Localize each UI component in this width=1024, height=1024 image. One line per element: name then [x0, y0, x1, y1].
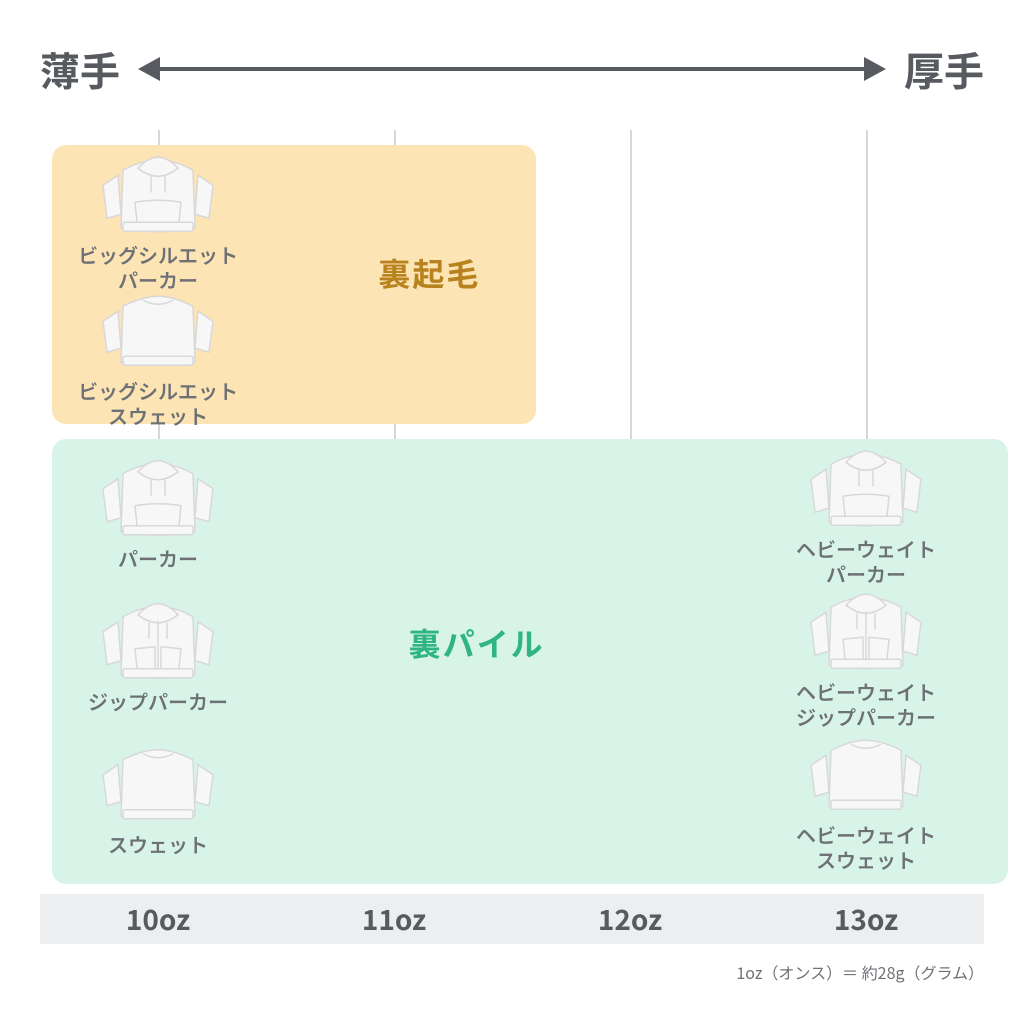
- product-label: ジップパーカー: [58, 689, 258, 714]
- ziphoodie-icon: [93, 587, 223, 687]
- weight-chart: 薄手 厚手 裏起毛裏パイル ビッグシルエット パーカー ビッグシルエット スウェ…: [40, 40, 984, 984]
- hoodie-icon: [93, 444, 223, 544]
- product-item: ヘビーウェイト スウェット: [766, 721, 966, 873]
- x-tick: 12oz: [598, 899, 662, 939]
- product-item: ビッグシルエット スウェット: [58, 276, 258, 428]
- product-label: スウェット: [58, 832, 258, 857]
- plot-area: 裏起毛裏パイル ビッグシルエット パーカー ビッグシルエット スウェット パーカ…: [40, 130, 984, 884]
- footnote: 1oz（オンス）＝ 約28g（グラム）: [736, 960, 984, 984]
- product-label: ビッグシルエット スウェット: [58, 378, 258, 428]
- product-item: パーカー: [58, 444, 258, 571]
- axis-arrow: [138, 67, 886, 71]
- axis-left-label: 薄手: [40, 40, 120, 98]
- arrow-head-left-icon: [138, 57, 160, 81]
- product-item: ビッグシルエット パーカー: [58, 140, 258, 292]
- arrow-head-right-icon: [864, 57, 886, 81]
- product-label: ヘビーウェイト スウェット: [766, 823, 966, 873]
- axis-right-label: 厚手: [904, 40, 984, 98]
- sweat-icon: [93, 730, 223, 830]
- sweat-icon: [93, 276, 223, 376]
- product-label: パーカー: [58, 546, 258, 571]
- x-tick: 11oz: [362, 899, 426, 939]
- product-item: ジップパーカー: [58, 587, 258, 714]
- arrow-line: [158, 67, 866, 71]
- x-tick: 13oz: [834, 899, 898, 939]
- x-tick: 10oz: [126, 899, 190, 939]
- group-label-pile: 裏パイル: [409, 620, 545, 666]
- x-axis: 10oz 11oz 12oz 13oz: [40, 894, 984, 944]
- product-item: ヘビーウェイト パーカー: [766, 434, 966, 586]
- product-item: スウェット: [58, 730, 258, 857]
- sweat-icon: [801, 721, 931, 821]
- ziphoodie-icon: [801, 577, 931, 677]
- product-item: ヘビーウェイト ジップパーカー: [766, 577, 966, 729]
- hoodie-icon: [93, 140, 223, 240]
- axis-header: 薄手 厚手: [40, 40, 984, 98]
- group-label-fleece: 裏起毛: [378, 250, 480, 296]
- hoodie-icon: [801, 434, 931, 534]
